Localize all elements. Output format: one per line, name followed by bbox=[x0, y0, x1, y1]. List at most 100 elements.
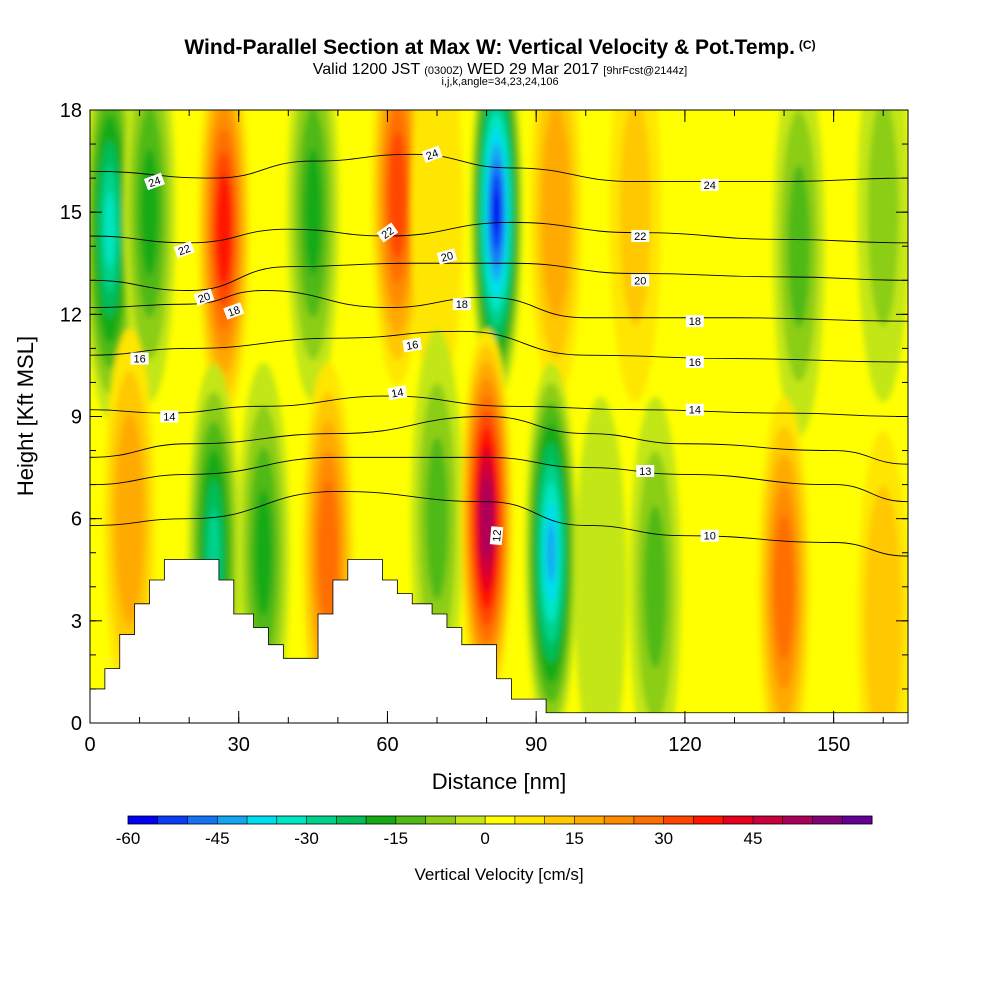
chart-sub-subtitle: i,j,k,angle=34,23,24,106 bbox=[441, 76, 559, 88]
isentrope-labels: 24 22 20 18 16 14 24 22 20 18 16 14 12 24 22 20 18 16 14 13… bbox=[130, 145, 719, 546]
colorbar-tick-label: -45 bbox=[205, 829, 230, 848]
velocity-cell bbox=[609, 110, 662, 403]
isentrope-line bbox=[90, 330, 908, 363]
isentrope-label: 18 bbox=[685, 315, 704, 328]
isentrope-label: 22 bbox=[173, 240, 195, 259]
isentrope-label: 12 bbox=[489, 526, 504, 546]
y-tick-label: 15 bbox=[60, 202, 82, 224]
colorbar-swatch bbox=[812, 816, 843, 824]
colorbar-swatch bbox=[276, 816, 308, 824]
chart-subtitle: Valid 1200 JST (0300Z) WED 29 Mar 2017 [… bbox=[0, 61, 1000, 79]
isentrope-label-text: 24 bbox=[704, 180, 716, 192]
velocity-cell bbox=[530, 110, 583, 403]
isentrope-line bbox=[90, 416, 908, 465]
colorbar-swatch bbox=[633, 816, 665, 824]
colorbar-swatch bbox=[663, 816, 694, 824]
isentrope-line bbox=[90, 153, 908, 182]
x-tick-label: 60 bbox=[376, 734, 398, 756]
isentrope-label-box bbox=[700, 529, 719, 542]
plot-area: 24 22 20 18 16 14 24 22 20 18 16 14 12 24 22 20 18 16 14 13… bbox=[90, 110, 908, 723]
x-tick-label: 90 bbox=[525, 734, 547, 756]
isentrope-label-text: 14 bbox=[390, 387, 404, 401]
isentrope-label: 24 bbox=[700, 178, 719, 192]
isentrope-label-text: 13 bbox=[639, 466, 651, 478]
isentrope-label-text: 16 bbox=[405, 339, 419, 353]
isentrope-label: 16 bbox=[402, 337, 423, 353]
colorbar-swatch bbox=[366, 816, 397, 824]
isentrope-label: 20 bbox=[436, 248, 458, 265]
isentrope-label-box bbox=[636, 464, 655, 477]
subtitle-utc: (0300Z) bbox=[424, 65, 463, 77]
subtitle-date: WED 29 Mar 2017 bbox=[467, 61, 599, 78]
chart-title: Wind-Parallel Section at Max W: Vertical… bbox=[0, 36, 1000, 60]
velocity-contour bbox=[778, 542, 791, 631]
velocity-cell bbox=[772, 110, 825, 437]
isentrope-label-text: 24 bbox=[147, 175, 163, 190]
isentrope-label-box bbox=[685, 315, 704, 328]
colorbar-swatch bbox=[336, 816, 367, 824]
isentrope-label-box bbox=[631, 274, 650, 287]
colorbar-swatch bbox=[455, 816, 486, 824]
velocity-contour bbox=[493, 189, 500, 235]
axes: 0 30 60 90 120 150 0 3 6 9 12 15 18 bbox=[60, 100, 908, 756]
colorbar-swatch bbox=[782, 816, 813, 824]
colorbar-swatch bbox=[574, 816, 605, 824]
velocity-contour bbox=[421, 110, 453, 327]
velocity-cell bbox=[287, 110, 340, 403]
isentrope-label-text: 20 bbox=[197, 291, 213, 306]
colorbar-swatch bbox=[128, 816, 159, 824]
x-axis-label: Distance [nm] bbox=[432, 769, 567, 794]
isentrope-label: 22 bbox=[631, 230, 650, 243]
isentrope-label-text: 22 bbox=[380, 225, 397, 242]
velocity-contour bbox=[483, 493, 490, 544]
colorbar-label: Vertical Velocity [cm/s] bbox=[414, 865, 583, 884]
isentrope-label-text: 14 bbox=[689, 405, 701, 417]
isentrope-label-text: 18 bbox=[226, 304, 242, 319]
isentrope-line bbox=[90, 490, 908, 557]
velocity-cell bbox=[371, 110, 424, 386]
y-tick-label: 18 bbox=[60, 100, 82, 122]
velocity-cell bbox=[758, 396, 811, 723]
colorbar-tick-label: 45 bbox=[743, 829, 762, 848]
velocity-cell bbox=[103, 328, 156, 709]
colorbar-tick-label: 30 bbox=[654, 829, 673, 848]
velocity-contour bbox=[425, 437, 449, 601]
isentrope-label-box bbox=[700, 178, 719, 191]
velocity-contour bbox=[104, 191, 116, 268]
subtitle-valid: Valid 1200 JST bbox=[312, 61, 420, 78]
colorbar: -60 -45 -30 -15 0 15 30 45 bbox=[116, 815, 873, 848]
velocity-cell bbox=[574, 396, 627, 723]
isentrope-line bbox=[90, 221, 908, 244]
y-axis-label: Height [Kft MSL] bbox=[13, 336, 38, 496]
x-tick-label: 0 bbox=[84, 734, 95, 756]
velocity-contour bbox=[547, 148, 565, 276]
isentrope-label-box bbox=[173, 240, 195, 259]
velocity-cell bbox=[629, 396, 682, 723]
x-tick-label: 120 bbox=[668, 734, 701, 756]
velocity-contour bbox=[304, 148, 322, 276]
colorbar-swatch bbox=[425, 816, 456, 824]
isentrope-label: 18 bbox=[452, 298, 471, 311]
isentrope-label-box bbox=[685, 356, 704, 369]
colorbar-swatch bbox=[752, 816, 784, 824]
velocity-contour bbox=[867, 110, 899, 327]
isentrope-label-text: 18 bbox=[689, 316, 701, 328]
colorbar-tick-label: 0 bbox=[480, 829, 489, 848]
subtitle-forecast: [9hrFcst@2144z] bbox=[603, 65, 688, 77]
velocity-contour bbox=[546, 522, 556, 583]
isentrope-label-box bbox=[631, 230, 650, 243]
isentrope-label-text: 20 bbox=[634, 275, 646, 287]
isentrope-label: 16 bbox=[685, 356, 704, 369]
velocity-contour bbox=[120, 455, 139, 582]
y-tick-label: 9 bbox=[71, 407, 82, 429]
isentrope-label-box bbox=[223, 302, 245, 320]
colorbar-frame bbox=[127, 815, 873, 825]
y-tick-label: 6 bbox=[71, 509, 82, 531]
colorbar-swatch bbox=[187, 816, 218, 824]
isentrope-label: 10 bbox=[700, 529, 719, 543]
isentrope-label-box bbox=[143, 172, 165, 191]
velocity-contour bbox=[321, 508, 334, 597]
isentrope-line bbox=[90, 456, 908, 503]
y-tick-label: 0 bbox=[71, 713, 82, 735]
